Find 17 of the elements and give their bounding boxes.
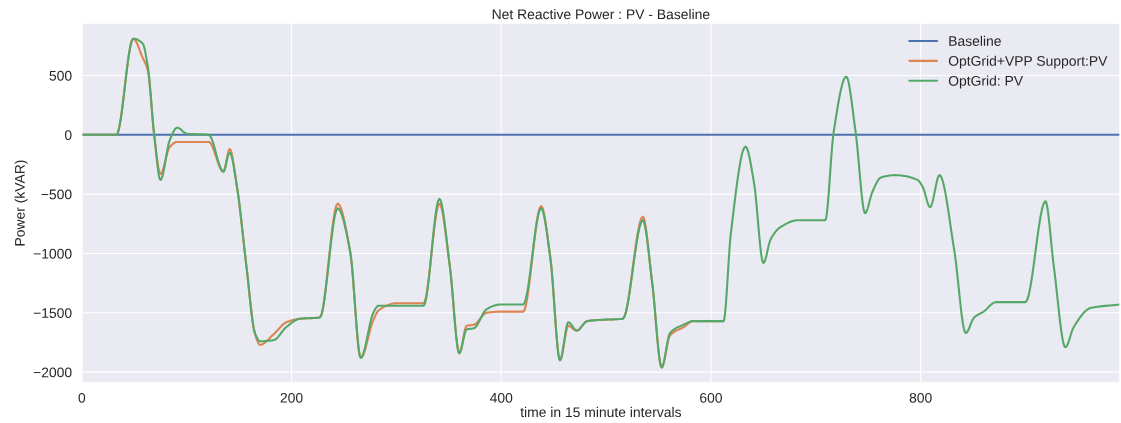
- y-tick-label: −500: [41, 189, 72, 200]
- x-tick-label: 600: [700, 392, 722, 403]
- y-tick-label: −1000: [33, 248, 72, 259]
- chart-title: Net Reactive Power : PV - Baseline: [492, 9, 710, 20]
- y-tick-label: −2000: [33, 367, 72, 378]
- y-tick-label: 500: [49, 70, 72, 81]
- legend-label: Baseline: [949, 35, 1001, 46]
- legend-label: OptGrid: PV: [948, 75, 1024, 89]
- x-tick-label: 800: [909, 392, 932, 403]
- legend-label: OptGrid+VPP Support:PV: [948, 55, 1108, 69]
- y-axis-title: Power (kVAR): [14, 160, 28, 246]
- y-tick-label: 0: [64, 130, 72, 140]
- x-axis-title: time in 15 minute intervals: [520, 406, 682, 418]
- x-tick-label: 400: [489, 392, 513, 403]
- x-tick-label: 0: [78, 392, 86, 403]
- x-tick-label: 200: [280, 392, 303, 403]
- y-tick-label: −1500: [33, 308, 72, 318]
